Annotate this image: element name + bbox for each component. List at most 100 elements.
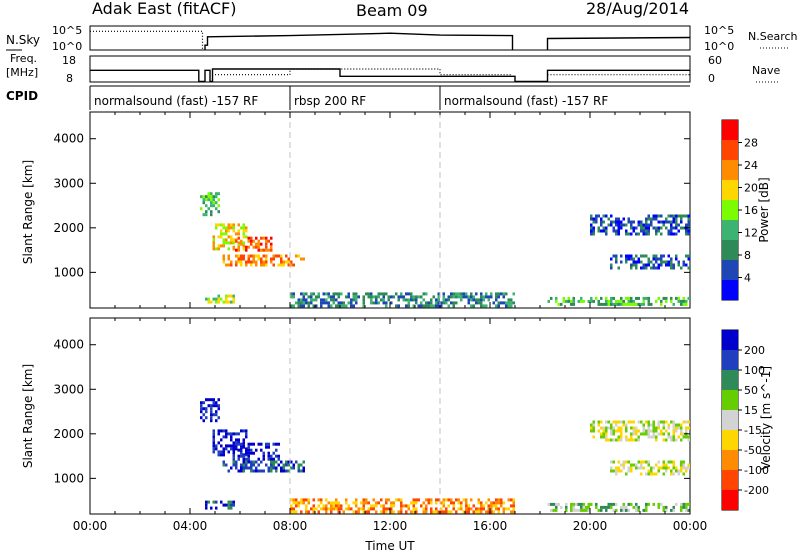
power-cell <box>245 263 248 267</box>
power-cell <box>662 260 665 264</box>
velocity-cell <box>640 463 643 467</box>
power-cell <box>350 301 353 305</box>
power-cell <box>235 263 238 267</box>
velocity-ytick-label-2: 3000 <box>53 382 84 396</box>
velocity-cell <box>302 501 305 505</box>
power-cell <box>622 299 625 303</box>
velocity-cell <box>222 503 225 507</box>
power-cell <box>222 257 225 261</box>
power-cell <box>342 304 345 308</box>
power-cell <box>600 229 603 233</box>
velocity-cell <box>392 504 395 508</box>
power-cell <box>485 304 488 308</box>
velocity-cell <box>665 505 668 509</box>
power-cell <box>280 254 283 258</box>
velocity-cell <box>252 463 255 467</box>
power-cell <box>452 292 455 296</box>
power-cell <box>290 304 293 308</box>
velocity-cell <box>375 501 378 505</box>
velocity-cell <box>247 445 250 449</box>
power-cell <box>625 229 628 233</box>
power-cell <box>382 295 385 299</box>
power-cell <box>612 254 615 258</box>
power-cell <box>627 296 630 300</box>
velocity-cell <box>550 502 553 506</box>
velocity-cell <box>660 502 663 506</box>
velocity-cell <box>607 502 610 506</box>
velocity-cell <box>390 510 393 514</box>
power-cell <box>487 298 490 302</box>
velocity-cell <box>445 510 448 514</box>
power-cell <box>632 257 635 261</box>
velocity-cell <box>647 426 650 430</box>
power-cell <box>242 226 245 230</box>
velocity-cell <box>587 502 590 506</box>
velocity-cell <box>620 463 623 467</box>
power-cell <box>592 217 595 221</box>
power-xticks-group <box>89 112 691 308</box>
power-cell <box>605 229 608 233</box>
velocity-cell <box>627 460 630 464</box>
power-colorbar-swatch-5 <box>722 220 738 240</box>
velocity-cell <box>240 466 243 470</box>
power-cell <box>657 226 660 230</box>
velocity-cell <box>615 508 618 512</box>
power-cell <box>260 263 263 267</box>
velocity-cell <box>635 426 638 430</box>
velocity-cell <box>335 507 338 511</box>
velocity-cell <box>630 420 633 424</box>
velocity-cell <box>270 469 273 473</box>
power-cell <box>322 292 325 296</box>
power-ytick-label-1: 2000 <box>53 221 84 235</box>
velocity-cell <box>675 469 678 473</box>
power-cell <box>225 300 228 304</box>
power-cell <box>397 298 400 302</box>
power-cell <box>625 257 628 261</box>
power-cell <box>485 295 488 299</box>
velocity-colorbar-label-6: -100 <box>744 464 769 477</box>
velocity-cell <box>462 510 465 514</box>
velocity-cell <box>425 510 428 514</box>
velocity-colorbar-swatch-5 <box>722 430 738 450</box>
power-cell <box>627 220 630 224</box>
power-cell <box>315 298 318 302</box>
velocity-cell <box>272 457 275 461</box>
power-cell <box>660 257 663 261</box>
power-cell <box>235 260 238 264</box>
velocity-cell <box>587 505 590 509</box>
velocity-cell <box>275 442 278 446</box>
velocity-cell <box>687 466 690 470</box>
power-cell <box>222 226 225 230</box>
velocity-cell <box>677 472 680 476</box>
power-cell <box>642 223 645 227</box>
velocity-cell <box>660 432 663 436</box>
velocity-cell <box>510 510 513 514</box>
velocity-cell <box>677 469 680 473</box>
power-cell <box>215 207 218 211</box>
power-ylabel: Slant Range [km] <box>21 160 35 264</box>
noise-right-label: N.Search <box>748 30 798 43</box>
velocity-cell <box>602 429 605 433</box>
power-cell <box>410 298 413 302</box>
power-cell <box>650 260 653 264</box>
velocity-cell <box>612 426 615 430</box>
power-cell <box>412 298 415 302</box>
velocity-cell <box>625 472 628 476</box>
power-cell <box>632 220 635 224</box>
power-cell <box>607 302 610 306</box>
velocity-cell <box>670 460 673 464</box>
velocity-cell <box>242 460 245 464</box>
velocity-cell <box>675 429 678 433</box>
power-cell <box>670 257 673 261</box>
velocity-cell <box>687 508 690 512</box>
velocity-cell <box>355 498 358 502</box>
power-cell <box>380 292 383 296</box>
power-cell <box>497 292 500 296</box>
velocity-cell <box>435 498 438 502</box>
power-cell <box>642 263 645 267</box>
power-cell <box>340 304 343 308</box>
velocity-cell <box>680 460 683 464</box>
velocity-cell <box>355 510 358 514</box>
velocity-cell <box>672 463 675 467</box>
power-cell <box>230 241 233 245</box>
